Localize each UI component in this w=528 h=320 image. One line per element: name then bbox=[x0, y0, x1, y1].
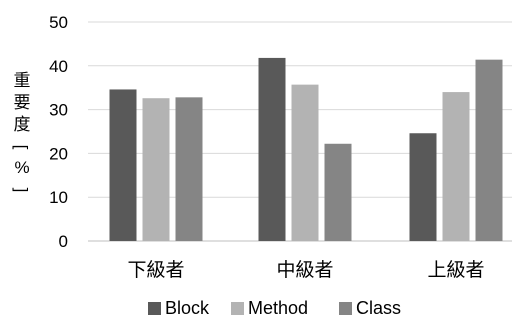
bar-class-2 bbox=[475, 59, 503, 241]
y-axis-tick-labels: 0 10 20 30 40 50 bbox=[49, 13, 68, 251]
bar-block-1 bbox=[258, 57, 286, 241]
bar-method-2 bbox=[442, 92, 470, 241]
bar-method-0 bbox=[142, 98, 170, 241]
x-category-label: 下級者 bbox=[127, 259, 184, 281]
y-tick-label: 50 bbox=[49, 13, 68, 32]
legend-swatch-method bbox=[231, 302, 244, 315]
bar-block-2 bbox=[409, 133, 437, 241]
y-tick-label: 30 bbox=[49, 101, 68, 120]
legend-swatch-class bbox=[339, 302, 352, 315]
bar-class-1 bbox=[324, 143, 352, 241]
legend-label-class: Class bbox=[356, 298, 401, 318]
y-axis-label-char: [ bbox=[12, 145, 31, 150]
bars bbox=[109, 57, 503, 242]
legend-label-method: Method bbox=[248, 298, 308, 318]
y-axis-label: 重要度 [%] bbox=[12, 71, 31, 192]
y-tick-label: 10 bbox=[49, 188, 68, 207]
legend-swatch-block bbox=[148, 302, 161, 315]
legend-label-block: Block bbox=[165, 298, 210, 318]
bar-class-0 bbox=[175, 97, 203, 241]
y-tick-label: 20 bbox=[49, 144, 68, 163]
x-category-label: 上級者 bbox=[427, 259, 484, 281]
bar-method-1 bbox=[291, 84, 319, 241]
legend: Block Method Class bbox=[148, 298, 401, 318]
y-tick-label: 0 bbox=[59, 232, 68, 251]
y-axis-label-char: ] bbox=[12, 188, 31, 193]
y-axis-label-char: 要 bbox=[14, 93, 31, 112]
y-axis-label-char: 度 bbox=[14, 115, 31, 134]
y-tick-label: 40 bbox=[49, 57, 68, 76]
x-category-label: 中級者 bbox=[276, 259, 333, 281]
x-axis-category-labels: 下級者 中級者 上級者 bbox=[127, 259, 484, 281]
bar-block-0 bbox=[109, 89, 137, 242]
y-axis-label-char: 重 bbox=[14, 71, 31, 90]
y-axis-label-char: % bbox=[14, 158, 29, 177]
